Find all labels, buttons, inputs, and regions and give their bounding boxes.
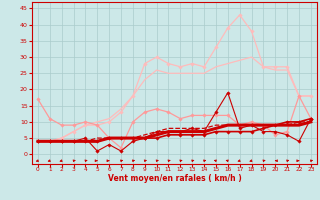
X-axis label: Vent moyen/en rafales ( km/h ): Vent moyen/en rafales ( km/h ) xyxy=(108,174,241,183)
